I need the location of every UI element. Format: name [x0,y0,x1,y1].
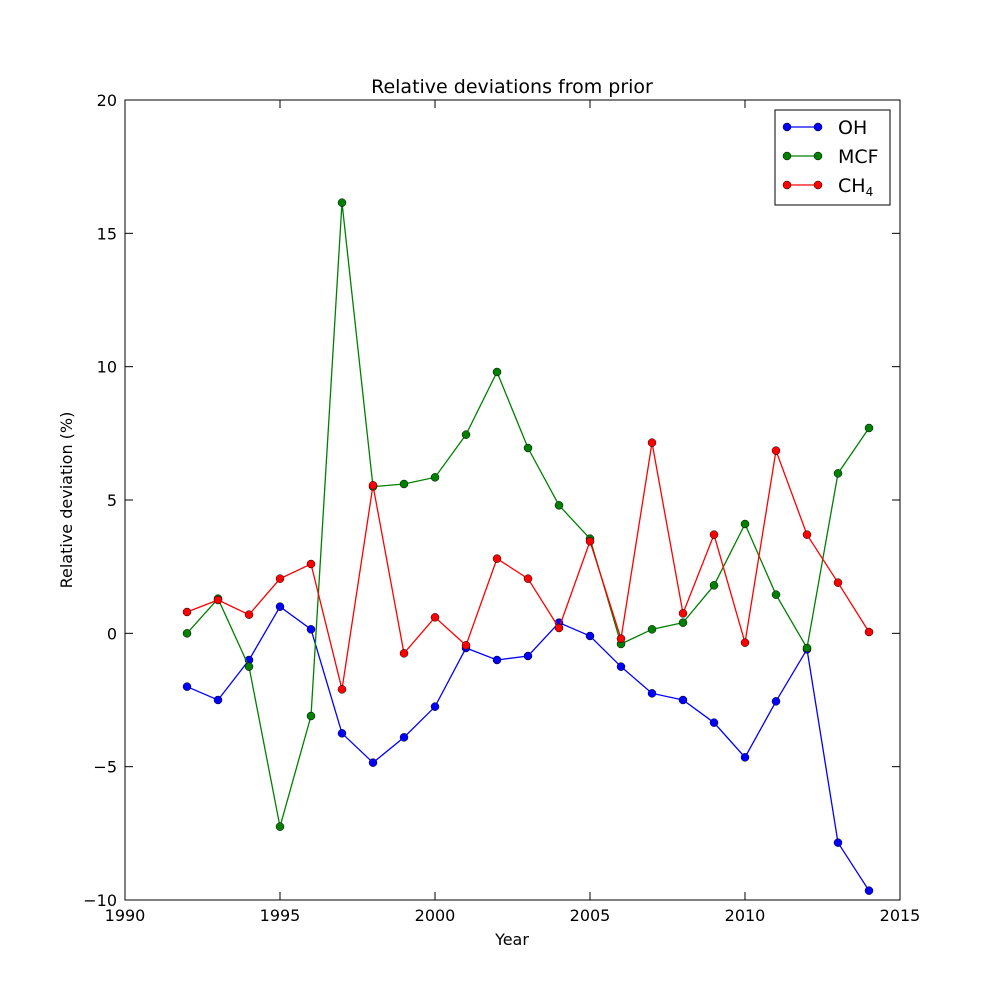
data-point-ch4 [461,641,471,650]
x-axis-label: Year [494,930,529,949]
data-point-ch4 [213,595,223,605]
data-point-ch4 [616,634,626,643]
data-point-mcf [461,430,471,439]
data-point-mcf [554,501,564,510]
data-point-oh [771,697,781,706]
legend: OH MCF CH4 [774,109,891,206]
data-point-mcf [523,443,533,453]
data-point-mcf [275,822,285,831]
legend-entry-oh: OH [782,117,867,139]
data-point-ch4 [430,613,440,622]
y-tick-label: 20 [97,91,117,110]
data-point-oh [709,718,719,727]
data-point-oh [492,655,502,665]
ticks-layer: 1990 1995 2000 2005 2010 2015 −10 −5 0 5 10 15 20 [83,91,920,925]
legend-marker-ch4 [813,180,823,190]
data-point-ch4 [337,685,347,694]
y-tick-label: −10 [83,891,117,910]
legend-marker-ch4 [782,180,792,190]
data-point-ch4 [244,610,254,619]
data-point-oh [678,695,688,705]
plot-frame [124,99,901,901]
data-point-ch4 [368,481,378,490]
data-point-mcf [802,643,812,653]
data-point-ch4 [709,530,719,539]
data-point-ch4 [275,574,285,583]
data-point-mcf [306,711,316,721]
legend-entry-mcf: MCF [782,146,879,168]
data-point-ch4 [523,574,533,583]
y-tick-label: −5 [93,758,117,777]
data-point-ch4 [864,627,874,637]
data-point-mcf [864,423,874,433]
data-point-ch4 [740,638,750,647]
data-point-ch4 [399,649,409,658]
y-tick-label: 5 [107,491,117,510]
data-point-oh [864,886,874,895]
data-point-mcf [399,479,409,489]
legend-box [774,109,891,206]
data-point-oh [275,602,285,611]
series-mcf [182,198,874,831]
data-point-mcf [337,198,347,207]
series-ch4 [182,438,874,694]
data-point-mcf [182,629,192,638]
x-tick-label: 2000 [415,906,456,925]
data-point-oh [616,662,626,671]
x-tick-label: 2005 [570,906,611,925]
data-point-oh [213,695,223,705]
data-point-mcf [709,581,719,590]
x-tick-label: 2015 [880,906,921,925]
data-point-oh [182,682,192,691]
legend-label-ch4-subscript: 4 [866,185,874,199]
legend-label-oh: OH [838,117,867,139]
x-tick-label: 2010 [725,906,766,925]
data-point-oh [399,733,409,742]
x-tick-label: 1990 [105,906,146,925]
y-tick-label: 0 [107,624,117,643]
data-point-mcf [647,625,657,634]
data-point-ch4 [554,623,564,633]
data-point-mcf [430,473,440,482]
data-point-mcf [492,367,502,377]
data-point-ch4 [647,438,657,447]
series-layer [182,198,874,895]
legend-marker-mcf [813,151,823,161]
data-point-mcf [771,590,781,599]
data-point-oh [337,729,347,738]
data-point-mcf [833,469,843,478]
legend-label-ch4: CH4 [838,175,873,199]
data-point-oh [585,631,595,641]
legend-marker-oh [782,122,792,132]
legend-label-mcf: MCF [838,146,879,168]
legend-label-ch4-base: CH [838,175,866,197]
data-point-ch4 [833,578,843,587]
data-point-oh [368,758,378,767]
data-point-oh [833,838,843,847]
data-point-oh [647,689,657,698]
data-point-oh [430,702,440,711]
data-point-mcf [678,618,688,627]
data-point-ch4 [306,559,316,569]
data-point-oh [306,625,316,634]
data-point-ch4 [182,607,192,617]
data-point-ch4 [585,537,595,546]
data-point-oh [523,651,533,661]
data-point-ch4 [771,446,781,455]
legend-entry-ch4: CH4 [782,175,873,199]
y-tick-label: 10 [97,358,117,377]
x-tick-label: 1995 [260,906,301,925]
y-tick-label: 15 [97,224,117,243]
y-axis-label: Relative deviation (%) [57,412,76,589]
data-point-ch4 [802,530,812,539]
data-point-mcf [244,662,254,671]
data-point-ch4 [492,554,502,563]
data-point-mcf [740,519,750,529]
data-point-oh [740,753,750,762]
chart-title: Relative deviations from prior [371,76,653,98]
data-point-ch4 [678,609,688,618]
legend-marker-mcf [782,151,792,161]
legend-marker-oh [813,122,823,132]
